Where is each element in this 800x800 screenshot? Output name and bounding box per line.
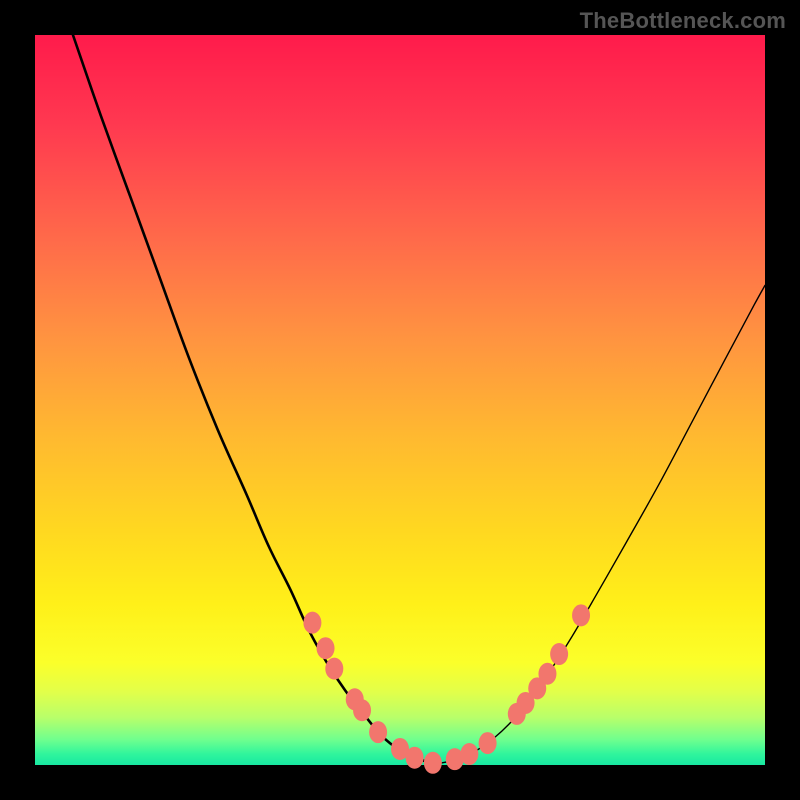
- data-point-marker: [406, 747, 424, 769]
- data-point-marker: [325, 658, 343, 680]
- data-point-marker: [538, 663, 556, 685]
- data-point-marker: [479, 732, 497, 754]
- data-point-marker: [303, 612, 321, 634]
- data-point-marker: [424, 752, 442, 774]
- data-point-marker: [572, 604, 590, 626]
- data-point-marker: [353, 699, 371, 721]
- data-point-marker: [460, 743, 478, 765]
- data-point-markers: [303, 604, 590, 773]
- data-point-marker: [317, 637, 335, 659]
- data-point-marker: [369, 721, 387, 743]
- bottleneck-curve-right: [438, 285, 765, 763]
- data-point-marker: [550, 643, 568, 665]
- plot-frame: [35, 35, 765, 765]
- chart-outer: TheBottleneck.com: [0, 0, 800, 800]
- watermark-text: TheBottleneck.com: [580, 8, 786, 34]
- bottleneck-curve-left: [73, 35, 438, 764]
- chart-svg-layer: [35, 35, 765, 765]
